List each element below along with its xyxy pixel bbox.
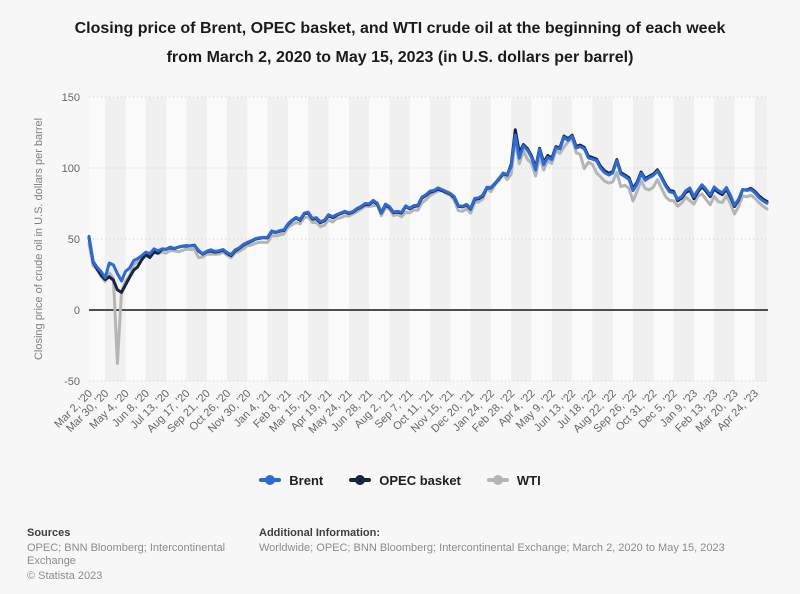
wti-legend-marker-icon xyxy=(486,475,509,485)
plot-band xyxy=(348,97,370,381)
chart-title: Closing price of Brent, OPEC basket, and… xyxy=(0,14,800,72)
series-lines xyxy=(87,128,769,365)
sources-block: Sources OPEC; BNN Bloomberg; Intercontin… xyxy=(27,527,247,585)
series-line-wti[interactable] xyxy=(87,136,769,365)
plot-band xyxy=(633,97,654,381)
y-tick-label: 150 xyxy=(62,92,80,104)
legend-label-wti: WTI xyxy=(516,472,541,488)
chart-title-line1: Closing price of Brent, OPEC basket, and… xyxy=(74,20,726,37)
additional-info-block: Additional Information: Worldwide; OPEC;… xyxy=(259,527,779,557)
series-line-brent[interactable] xyxy=(87,133,769,283)
brent-legend-marker-icon xyxy=(259,475,282,485)
plot-band xyxy=(389,97,410,381)
additional-info-label: Additional Information: xyxy=(259,527,380,539)
y-tick-label: 0 xyxy=(74,305,80,317)
chart-title-line2: from March 2, 2020 to May 15, 2023 (in U… xyxy=(166,49,634,66)
statista-copyright: © Statista 2023 xyxy=(27,570,103,582)
opec-basket-legend-marker-icon xyxy=(349,475,372,485)
y-tick-label: 100 xyxy=(62,163,80,175)
y-axis-tick-labels: 150 100 50 0 -50 xyxy=(62,92,80,388)
gridlines xyxy=(89,96,768,382)
legend-item-wti[interactable]: WTI xyxy=(486,472,541,488)
sources-label: Sources xyxy=(27,527,71,539)
chart-legend: Brent OPEC basket WTI xyxy=(0,470,800,490)
plot-band xyxy=(145,97,167,381)
sources-text: OPEC; BNN Bloomberg; Intercontinental Ex… xyxy=(27,542,226,567)
y-tick-label: 50 xyxy=(68,234,80,246)
y-tick-label: -50 xyxy=(64,376,80,388)
additional-info-text: Worldwide; OPEC; BNN Bloomberg; Intercon… xyxy=(259,542,725,554)
legend-item-opec-basket[interactable]: OPEC basket xyxy=(349,473,461,488)
legend-label-opec-basket: OPEC basket xyxy=(379,472,461,488)
y-axis-title: Closing price of crude oil in U.S. dolla… xyxy=(33,118,45,360)
legend-item-brent[interactable]: Brent xyxy=(259,473,323,488)
plot-band xyxy=(673,97,694,381)
legend-label-brent: Brent xyxy=(289,472,324,488)
